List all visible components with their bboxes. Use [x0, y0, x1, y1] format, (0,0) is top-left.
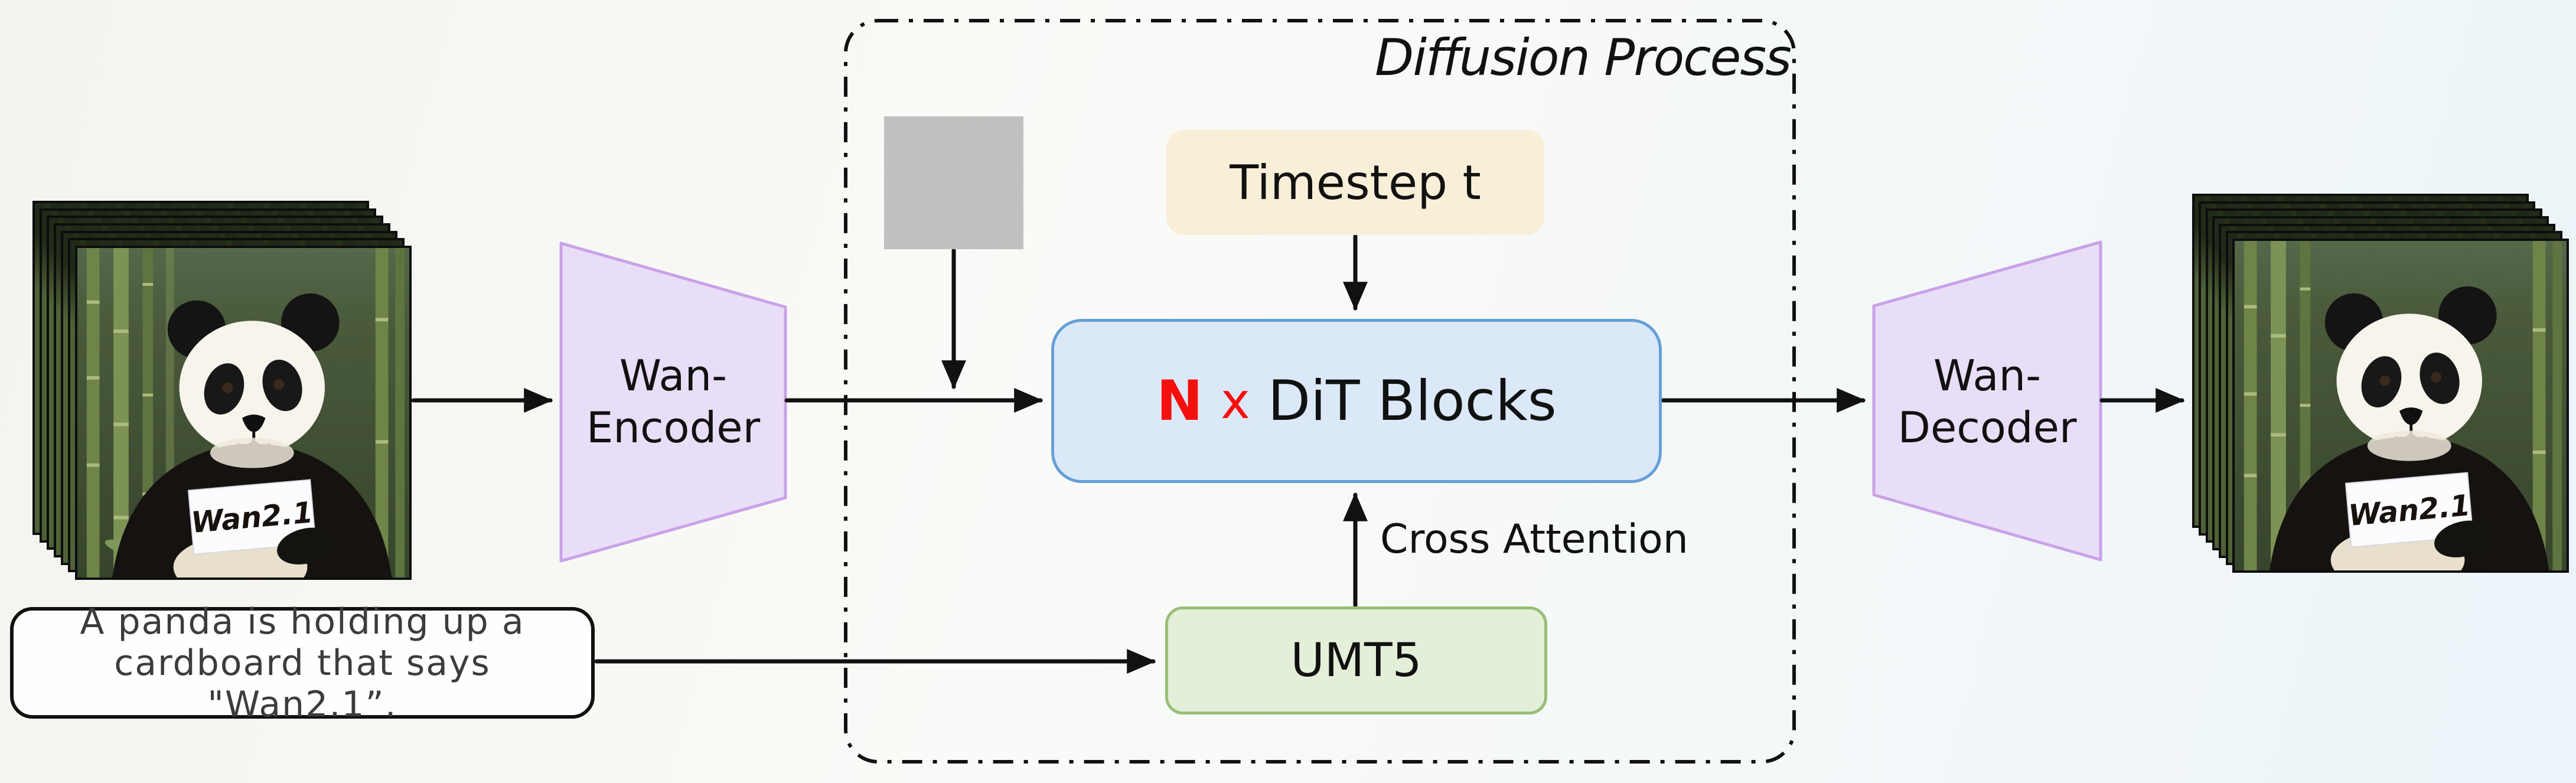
umt5-label: UMT5 — [1290, 634, 1422, 687]
cross-attention-label: Cross Attention — [1380, 516, 1688, 563]
panda-illustration: Wan2.1 — [77, 248, 409, 578]
wan-decoder-label-line1: Wan- — [1933, 351, 2042, 400]
umt5-box: UMT5 — [1165, 606, 1547, 715]
prompt-line-1: A panda is holding up a — [80, 601, 525, 642]
cardboard-sign: Wan2.1 — [187, 479, 317, 555]
output-video-frames: Wan2.1 — [2192, 194, 2571, 573]
timestep-label: Timestep t — [1230, 155, 1481, 210]
wan-decoder-label: Wan- Decoder — [1874, 350, 2101, 454]
dit-label: DiT Blocks — [1267, 368, 1557, 433]
video-frame-front: Wan2.1 — [75, 246, 412, 580]
flow-arrows — [411, 234, 2185, 674]
panda: Wan2.1 — [112, 293, 392, 578]
wan-encoder-label-line1: Wan- — [619, 351, 728, 400]
input-video-frames: Wan2.1 — [32, 201, 412, 580]
wan-decoder-label-line2: Decoder — [1897, 403, 2077, 452]
panda: Wan2.1 — [2270, 286, 2549, 570]
panda-illustration: Wan2.1 — [2235, 241, 2567, 570]
noise-latent-image — [884, 116, 1023, 249]
wan-decoder-shape — [1872, 240, 2102, 562]
wan-encoder-label: Wan- Encoder — [560, 350, 787, 454]
wan-encoder-label-line2: Encoder — [586, 403, 761, 452]
diffusion-process-boundary — [844, 19, 1796, 764]
diffusion-process-title: Diffusion Process — [1375, 28, 1792, 87]
dit-multiply-sign: x — [1220, 372, 1250, 430]
dit-blocks-box: N x DiT Blocks — [1051, 319, 1662, 483]
prompt-line-2: cardboard that says "Wan2.1”. — [114, 642, 491, 725]
dit-count: N — [1156, 368, 1203, 433]
video-frame-front: Wan2.1 — [2232, 239, 2569, 573]
timestep-box: Timestep t — [1166, 130, 1544, 235]
cardboard-sign: Wan2.1 — [2345, 472, 2474, 548]
wan-encoder-shape — [559, 242, 787, 563]
prompt-box: A panda is holding up a cardboard that s… — [10, 601, 595, 725]
